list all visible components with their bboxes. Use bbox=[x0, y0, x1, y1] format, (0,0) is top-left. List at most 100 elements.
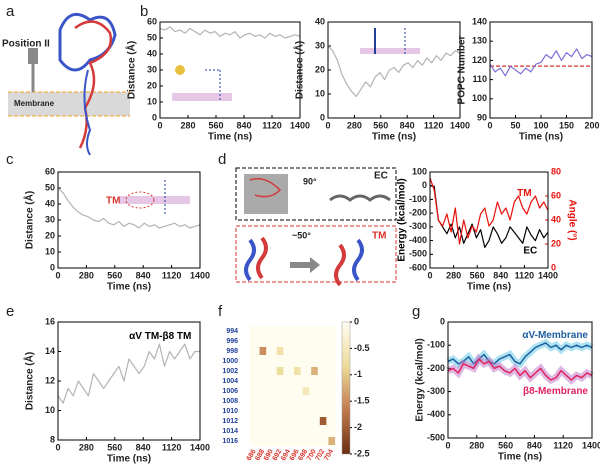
plot-frame bbox=[447, 321, 593, 439]
membrane bbox=[8, 92, 130, 116]
inset-b bbox=[172, 28, 420, 101]
x-tick-label: 0 bbox=[55, 442, 60, 452]
y-tick-label: 0 bbox=[422, 180, 427, 190]
protein bbox=[74, 20, 113, 149]
x-tick-label: 840 bbox=[236, 120, 251, 130]
panel-label: b bbox=[140, 3, 148, 20]
x-tick-label: 0 bbox=[487, 120, 492, 130]
x-tick-label: 1400 bbox=[290, 120, 310, 130]
y-tick-label: -400 bbox=[409, 235, 427, 245]
y-tick-label: 50 bbox=[45, 182, 55, 192]
y-tick-label: -300 bbox=[427, 386, 445, 396]
y-tick-label: 14 bbox=[45, 346, 55, 356]
y-tick-label: 90 bbox=[477, 112, 487, 122]
x-tick-label: 560 bbox=[208, 120, 223, 130]
x-tick-label: 200 bbox=[584, 120, 599, 130]
y-tick-label: 1002 bbox=[222, 368, 238, 375]
x-tick-label: 688 bbox=[254, 448, 266, 462]
series-line bbox=[57, 187, 201, 229]
x-axis-label: Time (ns) bbox=[107, 454, 151, 465]
y-tick-label: 996 bbox=[226, 338, 238, 345]
series-line bbox=[57, 343, 200, 404]
x-tick-label: 690 bbox=[263, 448, 275, 462]
y-tick-label: 50 bbox=[147, 32, 157, 42]
series-line bbox=[447, 342, 593, 365]
panel-label: e bbox=[6, 303, 14, 320]
x-axis-label: Time (ns) bbox=[208, 132, 252, 143]
y-tick-label: 130 bbox=[472, 36, 487, 46]
series-line bbox=[159, 26, 301, 39]
y-tick-label: 1004 bbox=[222, 378, 238, 385]
y-tick-label: 100 bbox=[472, 93, 487, 103]
x-tick-label: 694 bbox=[280, 448, 292, 462]
heatmap-bg bbox=[250, 326, 336, 446]
box bbox=[235, 167, 397, 221]
series-line bbox=[447, 358, 593, 381]
y2-tick-label: 0 bbox=[551, 262, 556, 272]
colorbar-tick-label: -2.5 bbox=[354, 448, 370, 458]
annotation: αV TM-β8 TM bbox=[129, 331, 191, 342]
y-tick-label: 998 bbox=[226, 348, 238, 355]
y-tick-label: 60 bbox=[147, 16, 157, 26]
y-tick-label: -400 bbox=[427, 409, 445, 419]
inset-label: TM bbox=[106, 196, 120, 207]
annotation: TM bbox=[517, 188, 531, 199]
y-tick-label: 12 bbox=[45, 375, 55, 385]
position-label: Position II bbox=[2, 39, 50, 50]
y-tick-label: 10 bbox=[45, 246, 55, 256]
legend-label: β8-Membrane bbox=[523, 386, 588, 397]
y-axis-label: Distance (Å) bbox=[23, 191, 36, 249]
y-tick-label: 16 bbox=[45, 316, 55, 326]
x-tick-label: 560 bbox=[470, 270, 485, 280]
heatmap-cell bbox=[311, 367, 318, 375]
y-tick-label: 100 bbox=[412, 166, 427, 176]
y-tick-label: -200 bbox=[409, 208, 427, 218]
protein bbox=[329, 194, 391, 202]
x-tick-label: 280 bbox=[347, 120, 362, 130]
x-tick-label: 280 bbox=[180, 120, 195, 130]
y-tick-label: 1012 bbox=[222, 418, 238, 425]
x-axis-label: Time (ns) bbox=[519, 132, 563, 143]
y-tick-label: 60 bbox=[45, 166, 55, 176]
box bbox=[235, 225, 397, 283]
icon bbox=[175, 65, 185, 75]
y-tick-label: 1008 bbox=[222, 398, 238, 405]
series-band bbox=[446, 338, 594, 370]
x-axis-label: Time (ns) bbox=[107, 282, 151, 293]
y-tick-label: 20 bbox=[315, 64, 325, 74]
x-tick-label: 840 bbox=[136, 442, 151, 452]
x-tick-label: 280 bbox=[79, 442, 94, 452]
y-tick-label: 1016 bbox=[222, 438, 238, 445]
plot-frame bbox=[57, 321, 201, 441]
inset-label: TM bbox=[372, 231, 386, 242]
y-tick-label: 30 bbox=[45, 214, 55, 224]
protein bbox=[83, 69, 92, 156]
x-tick-label: 840 bbox=[136, 270, 151, 280]
x-tick-label: 1400 bbox=[582, 440, 600, 450]
colorbar bbox=[341, 321, 351, 455]
inset-c: TM bbox=[106, 180, 190, 215]
x-tick-label: 560 bbox=[107, 442, 122, 452]
x-tick-label: 1120 bbox=[515, 270, 535, 280]
x-tick-label: 1120 bbox=[262, 120, 282, 130]
y-tick-label: 40 bbox=[315, 16, 325, 26]
y-tick-label: 1010 bbox=[222, 408, 238, 415]
rotation-label: ~50° bbox=[292, 230, 311, 240]
x-tick-label: 150 bbox=[559, 120, 574, 130]
heatmap-cell bbox=[319, 417, 327, 425]
helix bbox=[256, 236, 268, 280]
y-tick-label: -600 bbox=[409, 262, 427, 272]
y-axis-label: Distance (Å) bbox=[23, 352, 36, 410]
colorbar-tick-label: -1.5 bbox=[354, 396, 370, 406]
y-tick-label: 30 bbox=[147, 64, 157, 74]
x-tick-label: 560 bbox=[498, 440, 513, 450]
y-tick-label: 0 bbox=[440, 316, 445, 326]
helix bbox=[334, 243, 346, 287]
series-line bbox=[429, 177, 549, 245]
y2-tick-label: 80 bbox=[551, 166, 561, 176]
highlight bbox=[125, 191, 155, 209]
x-tick-label: 686 bbox=[246, 448, 258, 462]
x-axis-label: Time (ns) bbox=[498, 452, 542, 463]
colorbar-tick-label: 0 bbox=[354, 316, 359, 326]
